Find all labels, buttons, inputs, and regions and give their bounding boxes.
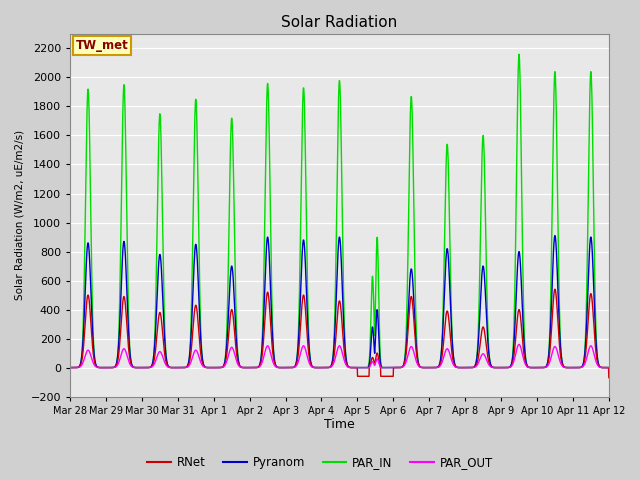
PAR_IN: [354, 365, 362, 371]
PAR_IN: [605, 365, 612, 371]
PAR_IN: [573, 365, 580, 371]
Pyranom: [551, 233, 559, 239]
PAR_IN: [558, 356, 566, 362]
Pyranom: [216, 365, 224, 371]
PAR_IN: [355, 365, 363, 371]
Line: PAR_OUT: PAR_OUT: [70, 344, 609, 368]
RNet: [216, 365, 224, 371]
Title: Solar Radiation: Solar Radiation: [282, 15, 397, 30]
RNet: [551, 287, 559, 292]
PAR_IN: [496, 365, 504, 371]
RNet: [355, 373, 363, 379]
PAR_IN: [216, 365, 224, 371]
PAR_OUT: [573, 365, 580, 371]
Pyranom: [558, 356, 566, 362]
RNet: [557, 359, 565, 364]
PAR_IN: [67, 365, 74, 371]
PAR_OUT: [367, 362, 374, 368]
RNet: [573, 365, 580, 371]
Text: TW_met: TW_met: [76, 39, 128, 52]
Pyranom: [496, 365, 504, 371]
Line: RNet: RNet: [70, 289, 609, 378]
PAR_IN: [367, 320, 374, 326]
Y-axis label: Solar Radiation (W/m2, uE/m2/s): Solar Radiation (W/m2, uE/m2/s): [15, 130, 25, 300]
Pyranom: [354, 365, 362, 371]
Legend: RNet, Pyranom, PAR_IN, PAR_OUT: RNet, Pyranom, PAR_IN, PAR_OUT: [142, 452, 498, 474]
Pyranom: [355, 365, 363, 371]
Line: PAR_IN: PAR_IN: [70, 54, 609, 368]
PAR_OUT: [496, 365, 504, 371]
Pyranom: [605, 365, 612, 371]
PAR_OUT: [515, 341, 523, 347]
Pyranom: [67, 365, 74, 371]
Pyranom: [367, 345, 374, 351]
Pyranom: [573, 365, 580, 371]
PAR_OUT: [558, 362, 566, 368]
PAR_OUT: [355, 365, 363, 371]
RNet: [67, 365, 74, 371]
PAR_OUT: [605, 365, 612, 371]
RNet: [496, 365, 504, 371]
RNet: [367, 361, 374, 367]
RNet: [605, 375, 612, 381]
PAR_OUT: [354, 365, 362, 371]
PAR_IN: [515, 51, 523, 57]
PAR_OUT: [216, 365, 224, 371]
PAR_OUT: [67, 365, 74, 371]
Line: Pyranom: Pyranom: [70, 236, 609, 368]
X-axis label: Time: Time: [324, 419, 355, 432]
